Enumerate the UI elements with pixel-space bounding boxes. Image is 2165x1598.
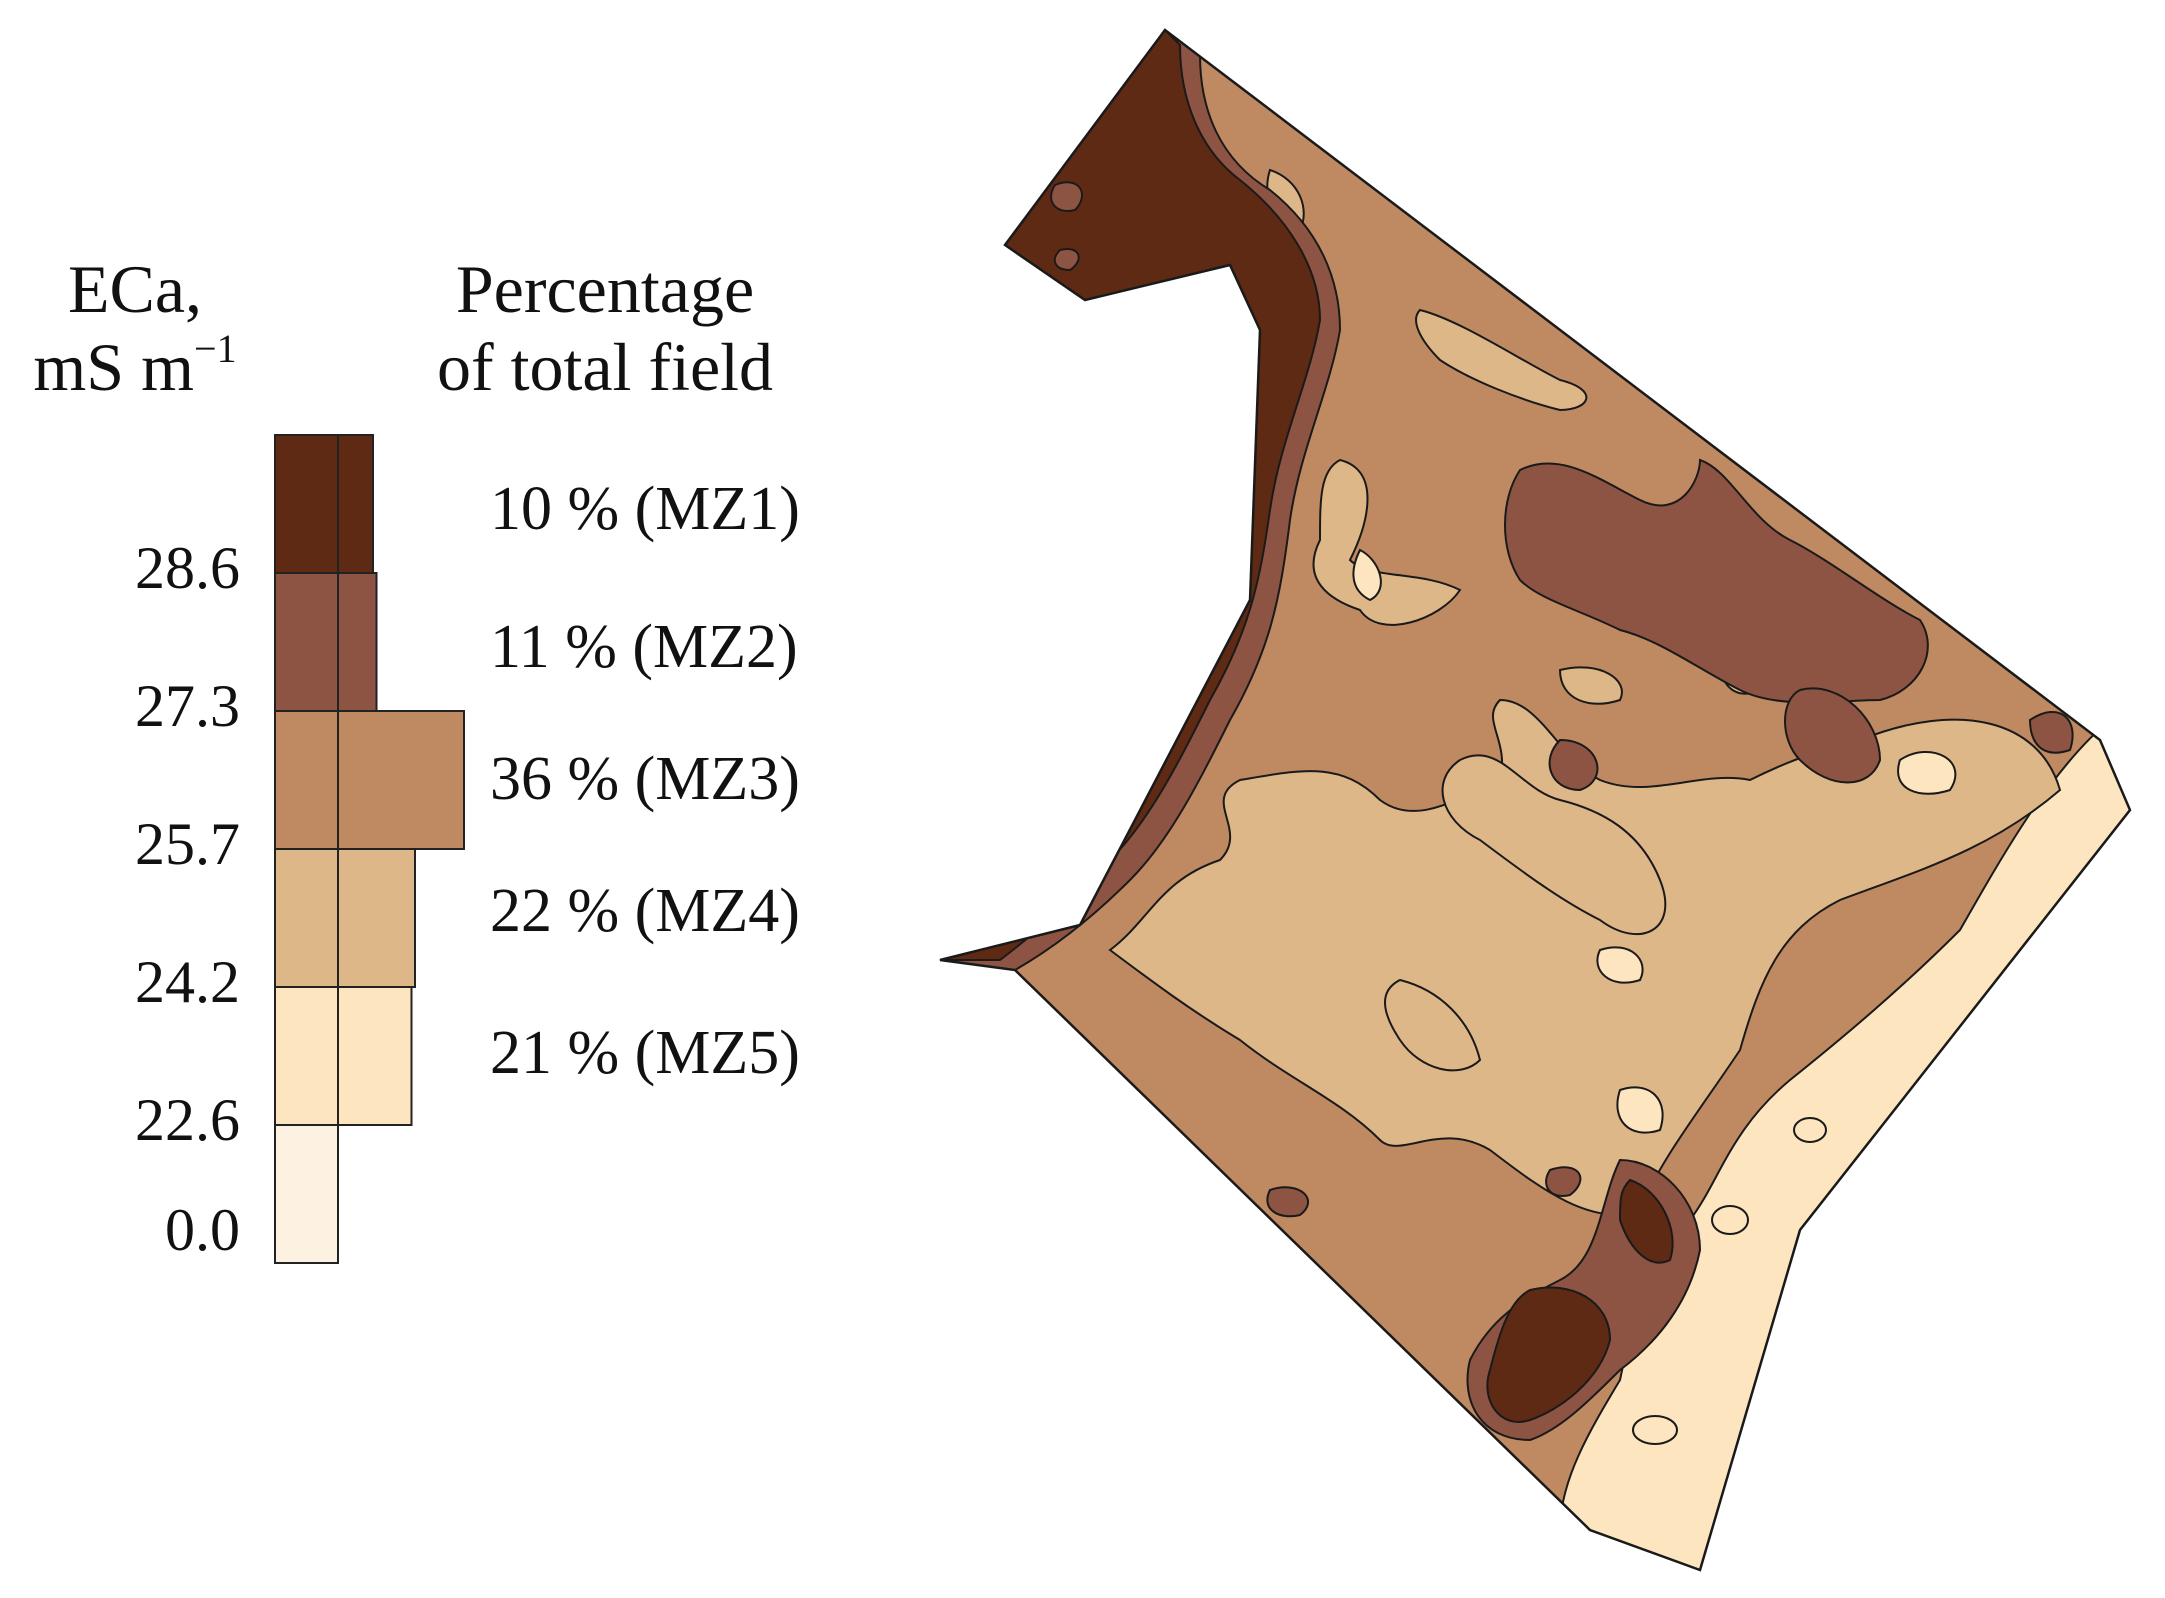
zone-mz1-area (1618, 1178, 1674, 1264)
tick-label: 28.6 (135, 535, 240, 601)
zone-mz2-area (1784, 687, 1882, 784)
zone-mz5-area (1632, 1415, 1678, 1445)
eca-legend-title: ECa, mS m−1 (10, 250, 260, 406)
zone-mz5-area (1897, 750, 1957, 795)
zone-mz4-area (1312, 458, 1462, 626)
tick-label: 27.3 (135, 673, 240, 739)
zone-mz2-area (1504, 458, 1929, 704)
swatch-mz2 (274, 572, 339, 712)
zone-mz2-area (1266, 1186, 1310, 1218)
eca-title-line1: ECa, (67, 251, 203, 327)
pct-bar-mz1 (337, 434, 374, 574)
pct-title-line2: of total field (436, 329, 774, 405)
zone-mz4-area (1108, 698, 2062, 1216)
swatch-mz1 (274, 434, 339, 574)
zone-mz4-area (1558, 666, 1623, 705)
field-boundary (939, 28, 2132, 1572)
zone-mz5-area (1711, 1205, 1749, 1235)
swatch-mz5 (274, 986, 339, 1126)
zone-mz2-area (1050, 181, 1084, 212)
zone-mz1-area (1486, 1286, 1612, 1423)
zone-mz2-area (1548, 738, 1599, 792)
tick-label: 24.2 (135, 949, 240, 1015)
legend-swatches (274, 434, 465, 1264)
swatch-mz3 (274, 710, 339, 850)
zone-mz2-area (2028, 710, 2074, 754)
zone-mz2-area (1053, 248, 1080, 272)
pct-bar-mz4 (337, 848, 416, 988)
percentage-legend-title: Percentage of total field (405, 250, 805, 406)
swatch-below-range (274, 1124, 339, 1264)
tick-label: 0.0 (165, 1197, 240, 1263)
zone-mz5-area (1793, 1117, 1827, 1143)
eca-unit: mS m (33, 329, 195, 405)
zone-mz5-area (1596, 946, 1644, 984)
swatch-mz4 (274, 848, 339, 988)
legend: 28.6 27.3 25.7 24.2 22.6 0.0 10 % (MZ1) … (0, 0, 900, 1300)
zone-mz4-area (1415, 308, 1588, 412)
zone-mz5-area (1352, 548, 1382, 602)
pct-bar-mz5 (337, 986, 413, 1126)
tick-label: 22.6 (135, 1087, 240, 1153)
zone-mz5-area (1616, 1086, 1664, 1134)
eca-zone-map (939, 28, 2132, 1572)
zone-label-mz1: 10 % (MZ1) (490, 475, 800, 543)
eca-title-line2: mS m−1 (10, 328, 260, 406)
pct-bar-mz2 (337, 572, 378, 712)
tick-label: 25.7 (135, 811, 240, 877)
zone-label-mz2: 11 % (MZ2) (490, 613, 798, 681)
zone-mz2-area (1545, 1166, 1582, 1197)
zone-mz4-area (1441, 754, 1667, 936)
zone-label-mz3: 36 % (MZ3) (490, 745, 800, 813)
eca-unit-exponent: −1 (194, 326, 237, 371)
zone-label-mz5: 21 % (MZ5) (490, 1019, 800, 1087)
zone-label-mz4: 22 % (MZ4) (490, 877, 800, 945)
pct-bar-mz3 (337, 710, 465, 850)
zone-mz4-area (1384, 978, 1482, 1072)
pct-title-line1: Percentage (455, 251, 755, 327)
